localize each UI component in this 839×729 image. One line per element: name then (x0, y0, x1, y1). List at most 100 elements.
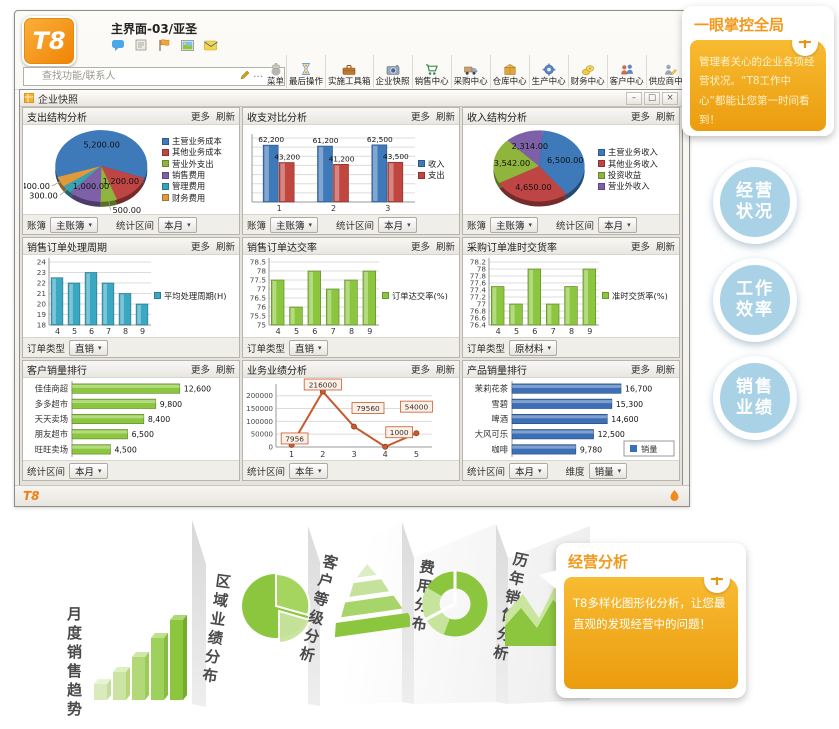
flag-icon[interactable] (157, 38, 172, 53)
toolbar-purchase-center[interactable]: 采购中心 (450, 55, 490, 88)
refresh-link[interactable]: 刷新 (435, 112, 455, 123)
refresh-link[interactable]: 刷新 (215, 365, 235, 376)
refresh-link[interactable]: 刷新 (655, 365, 675, 376)
svg-text:4,500: 4,500 (114, 445, 136, 454)
note-icon[interactable] (134, 38, 149, 53)
toolbar-last-operation[interactable]: 最后操作 (286, 55, 325, 88)
analysis-accordion: 月度销售趋势 区域业绩分布 客户等级分析 费用分布 (50, 514, 595, 722)
money-icon (580, 62, 596, 77)
snapshot-window: 企业快照 – □ × 支出结构分析 更多 刷新 5,200.00 1,200.00 50… (19, 89, 683, 487)
order-type-select[interactable]: 原材料 ▾ (509, 339, 558, 356)
panel-product-sales-ranking: 产品销量排行 更多 刷新 茉莉花茶 16,700 雪碧 15,300 啤酒 14,600 大风可… (462, 360, 680, 481)
order-type-select[interactable]: 直销 ▾ (289, 339, 328, 356)
svg-text:77.5: 77.5 (250, 276, 266, 285)
svg-text:大风可乐: 大风可乐 (475, 429, 508, 439)
svg-text:24: 24 (37, 258, 47, 267)
svg-text:77.8: 77.8 (470, 272, 487, 281)
more-link[interactable]: 更多 (190, 365, 210, 376)
toolbox-icon (341, 62, 357, 77)
toolbar-menu[interactable]: 菜单 (265, 55, 286, 88)
svg-text:啤酒: 啤酒 (491, 414, 508, 424)
toolbar-customer-center[interactable]: 客户中心 (606, 55, 646, 88)
callout-tail (539, 569, 561, 593)
svg-text:76.6: 76.6 (470, 314, 487, 323)
refresh-link[interactable]: 刷新 (215, 242, 235, 253)
svg-text:50000: 50000 (251, 431, 273, 439)
refresh-link[interactable]: 刷新 (655, 242, 675, 253)
toolbar-toolbox[interactable]: 实施工具箱 (325, 55, 373, 88)
plus-icon[interactable]: + (792, 40, 818, 56)
more-link[interactable]: 更多 (630, 242, 650, 253)
more-link[interactable]: 更多 (410, 112, 430, 123)
more-link[interactable]: 更多 (410, 242, 430, 253)
svg-text:12,600: 12,600 (184, 385, 211, 394)
more-link[interactable]: 更多 (630, 112, 650, 123)
more-link[interactable]: 更多 (190, 242, 210, 253)
order-type-select[interactable]: 直销 ▾ (69, 339, 108, 356)
t8-logo: T8 (22, 16, 76, 66)
svg-text:1,000.00: 1,000.00 (73, 181, 109, 191)
refresh-link[interactable]: 刷新 (435, 365, 455, 376)
product-sales-hbar: 茉莉花茶 16,700 雪碧 15,300 啤酒 14,600 大风可乐 12,500 咖啡 9,… (463, 378, 679, 460)
svg-text:0: 0 (269, 444, 273, 452)
status-flame-icon[interactable] (668, 489, 681, 503)
refresh-link[interactable]: 刷新 (215, 112, 235, 123)
toolbar-warehouse-center[interactable]: 仓库中心 (489, 55, 529, 88)
svg-text:4: 4 (496, 327, 501, 336)
photo-icon[interactable] (180, 38, 195, 53)
chat-icon[interactable] (111, 38, 126, 53)
window-title: 主界面-03/亚圣 (111, 22, 198, 36)
svg-text:200000: 200000 (246, 392, 273, 400)
fold-edge (496, 524, 508, 704)
more-link[interactable]: 更多 (190, 112, 210, 123)
svg-text:150000: 150000 (246, 405, 273, 413)
panel-title: 产品销量排行 (467, 365, 527, 377)
ledger-select[interactable]: 主账簿 ▾ (270, 216, 319, 233)
svg-text:旺旺卖场: 旺旺卖场 (35, 444, 68, 454)
period-select[interactable]: 本月 ▾ (158, 216, 197, 233)
svg-text:5: 5 (72, 327, 77, 336)
minimize-button[interactable]: – (626, 91, 642, 105)
maximize-button[interactable]: □ (644, 91, 660, 105)
svg-text:1000: 1000 (390, 428, 409, 437)
toolbar-production-center[interactable]: 生产中心 (528, 55, 568, 88)
period-select[interactable]: 本月 ▾ (69, 462, 108, 479)
period-select[interactable]: 本月 ▾ (598, 216, 637, 233)
svg-text:62,200: 62,200 (258, 135, 284, 144)
pencil-icon[interactable] (240, 70, 250, 80)
svg-text:12,500: 12,500 (598, 430, 625, 439)
ledger-select[interactable]: 主账簿 ▾ (490, 216, 539, 233)
supplier-icon (662, 62, 678, 77)
search-input[interactable] (23, 67, 285, 86)
toolbar-finance-center[interactable]: 财务中心 (567, 55, 607, 88)
fold-edge (308, 526, 320, 706)
income-expense-bars: 1 62,200 43,200 2 61,200 41,200 3 62,500 43,500 收… (243, 125, 459, 214)
refresh-link[interactable]: 刷新 (655, 112, 675, 123)
more-link[interactable]: 更多 (410, 365, 430, 376)
toolbar-sales-center[interactable]: 销售中心 (411, 55, 451, 88)
refresh-link[interactable]: 刷新 (435, 242, 455, 253)
svg-text:77: 77 (477, 300, 487, 309)
close-button[interactable]: × (662, 91, 678, 105)
dashboard-grid: 支出结构分析 更多 刷新 5,200.00 1,200.00 500.00 1,000.0… (22, 107, 680, 484)
mail-icon[interactable] (203, 38, 218, 53)
period-select[interactable]: 本月 ▾ (509, 462, 548, 479)
toolbar-supplier-center[interactable]: 供应商中心 (645, 55, 688, 88)
svg-text:43,200: 43,200 (274, 153, 300, 162)
panel-title: 收入结构分析 (467, 112, 527, 124)
toolbar-snapshot[interactable]: 企业快照 (372, 55, 412, 88)
ledger-select[interactable]: 主账簿 ▾ (50, 216, 99, 233)
sales-delivery-rate-bars: 75 75.5 76 76.5 77 77.5 78 78.5 4 5 6 7 8 9 订单达交率(%) (243, 255, 459, 337)
dimension-select[interactable]: 销量 ▾ (588, 462, 628, 479)
svg-text:75.5: 75.5 (250, 312, 266, 321)
svg-text:500.00: 500.00 (112, 205, 141, 214)
ellipsis-icon[interactable]: … (253, 69, 263, 80)
caret-icon: ▾ (308, 220, 313, 229)
svg-text:8: 8 (123, 327, 128, 336)
plus-icon[interactable]: + (704, 577, 730, 593)
period-select[interactable]: 本年 ▾ (289, 462, 328, 479)
svg-text:216000: 216000 (309, 380, 338, 389)
period-select[interactable]: 本月 ▾ (378, 216, 417, 233)
more-link[interactable]: 更多 (630, 365, 650, 376)
snapshot-icon (24, 93, 34, 103)
